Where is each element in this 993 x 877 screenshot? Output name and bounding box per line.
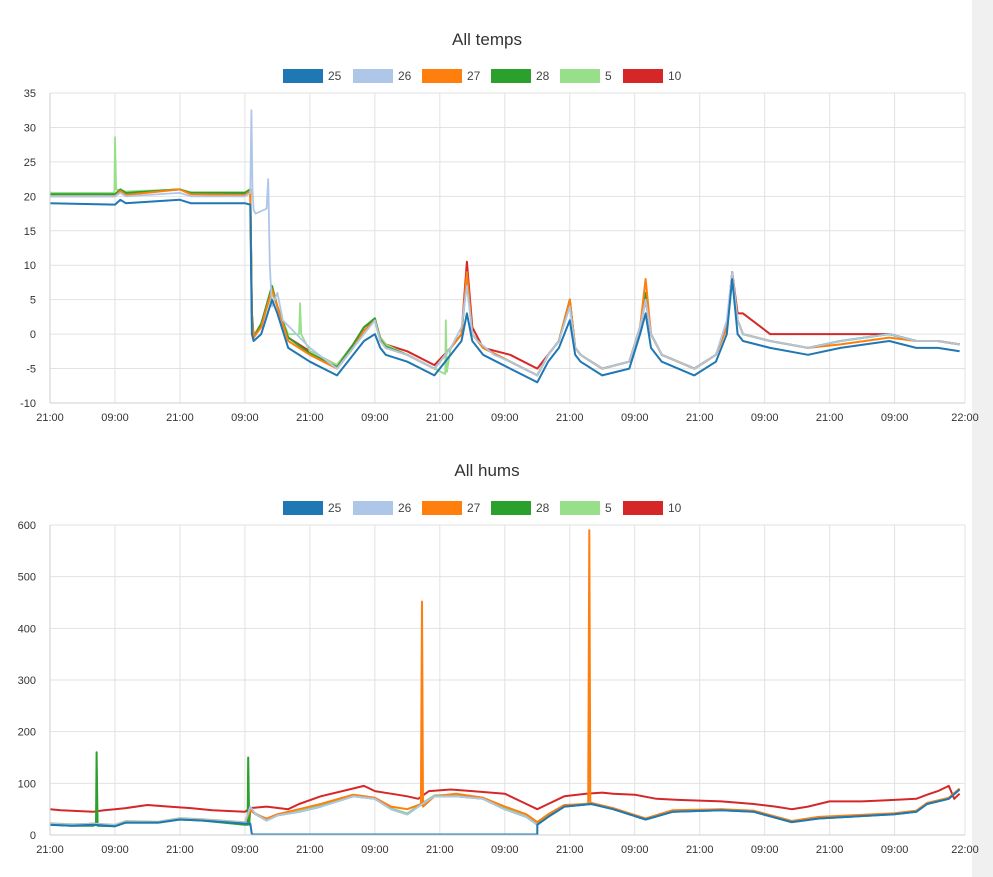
legend-swatch-5[interactable] xyxy=(560,69,600,83)
legend-label-5[interactable]: 5 xyxy=(605,501,612,515)
legend-label-27[interactable]: 27 xyxy=(467,69,481,83)
temps-x-tick-label: 09:00 xyxy=(101,412,129,424)
hums-chart: All hums 25 26 27 28 5 10 0 100 200 300 400 500 600… xyxy=(18,461,979,856)
temps-x-tick-label: 22:00 xyxy=(951,412,979,424)
legend-swatch-5[interactable] xyxy=(560,501,600,515)
temps-axes: -10 -5 0 5 10 15 20 25 30 35 21:00 09:00 21:00 09:00 2… xyxy=(20,88,979,424)
legend-label-25[interactable]: 25 xyxy=(328,501,342,515)
hums-axes: 0 100 200 300 400 500 600 21:00 09:00 21:00 09:00 2… xyxy=(18,520,979,856)
temps-series xyxy=(49,109,960,384)
hums-y-tick-label: 300 xyxy=(18,675,36,687)
legend-label-28[interactable]: 28 xyxy=(536,501,550,515)
temps-y-tick-label: 10 xyxy=(24,260,36,272)
temps-x-tick-label: 21:00 xyxy=(36,412,64,424)
legend-label-28[interactable]: 28 xyxy=(536,69,550,83)
legend-swatch-26[interactable] xyxy=(353,501,393,515)
hums-y-tick-label: 100 xyxy=(18,778,36,790)
hums-x-tick-label: 22:00 xyxy=(951,844,979,856)
legend-swatch-28[interactable] xyxy=(491,501,531,515)
hums-x-tick-label: 21:00 xyxy=(36,844,64,856)
legend-swatch-25[interactable] xyxy=(283,501,323,515)
legend-label-26[interactable]: 26 xyxy=(398,69,412,83)
temps-y-tick-label: 25 xyxy=(24,157,36,169)
temps-x-tick-label: 09:00 xyxy=(231,412,259,424)
legend-label-10[interactable]: 10 xyxy=(668,69,682,83)
hums-x-tick-label: 21:00 xyxy=(166,844,194,856)
scroll-gutter xyxy=(972,0,993,877)
legend-swatch-10[interactable] xyxy=(623,501,663,515)
hums-x-tick-label: 21:00 xyxy=(556,844,584,856)
temps-chart-title: All temps xyxy=(452,30,522,49)
legend-swatch-10[interactable] xyxy=(623,69,663,83)
temps-y-tick-label: 35 xyxy=(24,88,36,100)
legend-label-10[interactable]: 10 xyxy=(668,501,682,515)
hums-series-line-10 xyxy=(49,784,961,813)
hums-x-tick-label: 09:00 xyxy=(361,844,389,856)
hums-x-tick-label: 21:00 xyxy=(296,844,324,856)
hums-series-line-25 xyxy=(49,788,961,836)
hums-legend: 25 26 27 28 5 10 xyxy=(283,501,682,515)
hums-y-tick-label: 400 xyxy=(18,623,36,635)
temps-series-line-26 xyxy=(50,109,960,377)
legend-swatch-25[interactable] xyxy=(283,69,323,83)
legend-swatch-28[interactable] xyxy=(491,69,531,83)
temps-chart: All temps 25 26 27 28 5 10 -10 -5 0 5 10 15 20 25 30 3… xyxy=(20,30,979,424)
legend-label-26[interactable]: 26 xyxy=(398,501,412,515)
hums-x-tick-label: 21:00 xyxy=(686,844,714,856)
temps-x-tick-label: 09:00 xyxy=(491,412,519,424)
hums-grid xyxy=(49,524,966,836)
temps-y-tick-label: -10 xyxy=(20,398,36,410)
hums-x-tick-label: 09:00 xyxy=(621,844,649,856)
temps-y-tick-label: 30 xyxy=(24,122,36,134)
hums-x-tick-label: 09:00 xyxy=(231,844,259,856)
temps-y-tick-label: 5 xyxy=(30,295,36,307)
legend-swatch-27[interactable] xyxy=(422,69,462,83)
temps-x-tick-label: 21:00 xyxy=(816,412,844,424)
temps-x-tick-label: 21:00 xyxy=(296,412,324,424)
temps-x-tick-label: 21:00 xyxy=(686,412,714,424)
temps-y-tick-label: 20 xyxy=(24,191,36,203)
hums-chart-title: All hums xyxy=(454,461,519,480)
hums-series xyxy=(49,529,961,836)
hums-x-tick-label: 09:00 xyxy=(751,844,779,856)
temps-y-tick-label: 0 xyxy=(30,329,36,341)
hums-x-tick-label: 09:00 xyxy=(881,844,909,856)
temps-x-tick-label: 09:00 xyxy=(361,412,389,424)
hums-y-tick-label: 200 xyxy=(18,727,36,739)
temps-legend: 25 26 27 28 5 10 xyxy=(283,69,682,83)
temps-y-tick-label: 15 xyxy=(24,226,36,238)
hums-x-tick-label: 21:00 xyxy=(816,844,844,856)
legend-label-27[interactable]: 27 xyxy=(467,501,481,515)
legend-swatch-26[interactable] xyxy=(353,69,393,83)
temps-x-tick-label: 09:00 xyxy=(751,412,779,424)
temps-x-tick-label: 21:00 xyxy=(166,412,194,424)
temps-x-tick-label: 21:00 xyxy=(426,412,454,424)
temps-y-tick-label: -5 xyxy=(26,364,36,376)
hums-y-tick-label: 500 xyxy=(18,572,36,584)
hums-x-tick-label: 21:00 xyxy=(426,844,454,856)
temps-x-tick-label: 09:00 xyxy=(881,412,909,424)
legend-label-5[interactable]: 5 xyxy=(605,69,612,83)
hums-x-tick-label: 09:00 xyxy=(101,844,129,856)
hums-x-tick-label: 09:00 xyxy=(491,844,519,856)
temps-series-line-25 xyxy=(49,198,960,384)
legend-swatch-27[interactable] xyxy=(422,501,462,515)
hums-y-tick-label: 0 xyxy=(30,830,36,842)
temps-x-tick-label: 09:00 xyxy=(621,412,649,424)
temps-x-tick-label: 21:00 xyxy=(556,412,584,424)
legend-label-25[interactable]: 25 xyxy=(328,69,342,83)
temps-grid xyxy=(49,92,966,404)
hums-y-tick-label: 600 xyxy=(18,520,36,532)
